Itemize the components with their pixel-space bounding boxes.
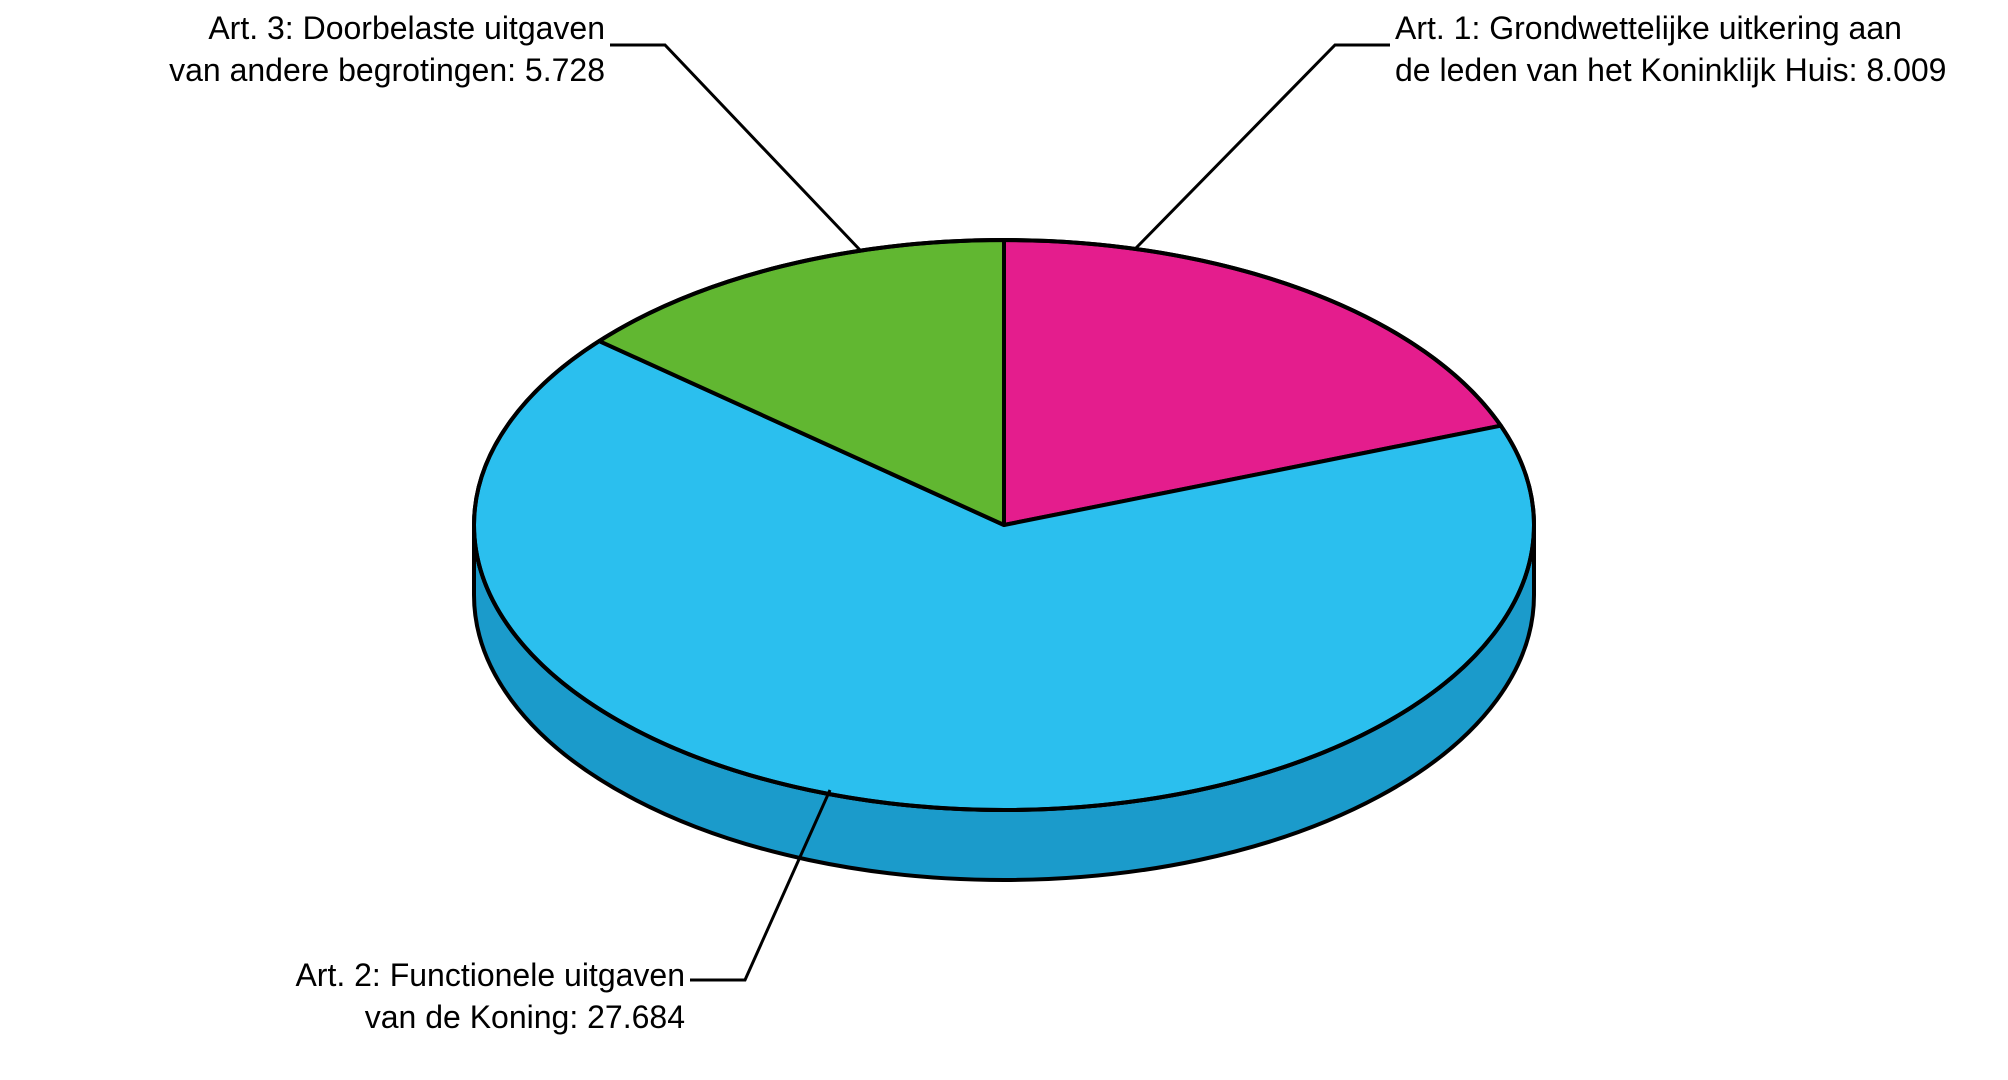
slice-label-art1-line1: Art. 1: Grondwettelijke uitkering aan — [1395, 10, 1902, 46]
pie-tops — [474, 240, 1534, 810]
slice-label-art3: Art. 3: Doorbelaste uitgaven van andere … — [169, 8, 605, 91]
leader-art3 — [610, 45, 860, 250]
slice-label-art2-line2: van de Koning: 27.684 — [365, 999, 685, 1035]
slice-label-art2: Art. 2: Functionele uitgaven van de Koni… — [295, 955, 685, 1038]
slice-label-art3-line2: van andere begrotingen: 5.728 — [169, 52, 605, 88]
leader-art1 — [1136, 45, 1390, 248]
slice-label-art1-line2: de leden van het Koninklijk Huis: 8.009 — [1395, 52, 1946, 88]
pie-chart-3d: Art. 1: Grondwettelijke uitkering aan de… — [0, 0, 2008, 1075]
slice-label-art3-line1: Art. 3: Doorbelaste uitgaven — [208, 10, 605, 46]
slice-label-art1: Art. 1: Grondwettelijke uitkering aan de… — [1395, 8, 1946, 91]
pie-chart-svg — [0, 0, 2008, 1075]
slice-label-art2-line1: Art. 2: Functionele uitgaven — [295, 957, 685, 993]
